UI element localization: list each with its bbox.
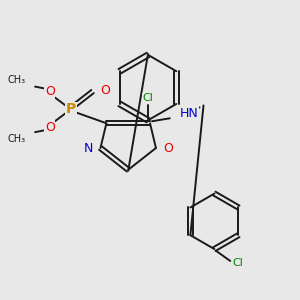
Text: N: N bbox=[84, 142, 94, 154]
Text: Cl: Cl bbox=[233, 258, 244, 268]
Text: CH₃: CH₃ bbox=[7, 134, 25, 144]
Text: O: O bbox=[100, 84, 110, 97]
Text: HN: HN bbox=[180, 107, 199, 120]
Text: P: P bbox=[66, 102, 76, 116]
Text: O: O bbox=[163, 142, 173, 154]
Text: O: O bbox=[45, 121, 55, 134]
Text: CH₃: CH₃ bbox=[7, 75, 25, 85]
Text: O: O bbox=[45, 85, 55, 98]
Text: Cl: Cl bbox=[142, 94, 154, 103]
